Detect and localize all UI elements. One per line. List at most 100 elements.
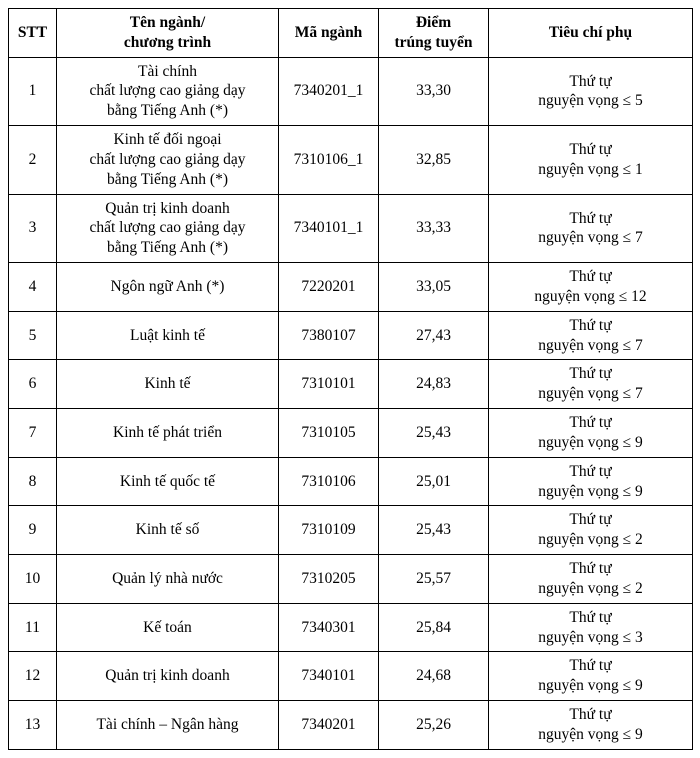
cell-stt: 9: [9, 506, 57, 555]
col-stt: STT: [9, 9, 57, 58]
cell-score: 33,33: [379, 194, 489, 262]
cell-stt: 4: [9, 263, 57, 312]
program-line: Quản trị kinh doanh: [105, 667, 229, 684]
criteria-line1: Thứ tự: [569, 511, 611, 528]
cell-score: 25,43: [379, 409, 489, 458]
cell-stt: 7: [9, 409, 57, 458]
cell-criteria: Thứ tựnguyện vọng ≤ 2: [489, 555, 693, 604]
criteria-line2: nguyện vọng ≤ 2: [538, 531, 643, 548]
cell-score: 27,43: [379, 311, 489, 360]
cell-score: 24,83: [379, 360, 489, 409]
criteria-line2: nguyện vọng ≤ 9: [538, 483, 643, 500]
criteria-line2: nguyện vọng ≤ 7: [538, 385, 643, 402]
program-line: Kinh tế đối ngoại: [113, 131, 221, 148]
criteria-line2: nguyện vọng ≤ 2: [538, 580, 643, 597]
cell-program: Quản trị kinh doanhchất lượng cao giảng …: [57, 194, 279, 262]
cell-criteria: Thứ tự nguyện vọng ≤ 12: [489, 263, 693, 312]
col-score-l1: Điểm: [416, 14, 451, 31]
criteria-line1: Thứ tự: [569, 706, 611, 723]
cell-score: 25,01: [379, 457, 489, 506]
cell-stt: 6: [9, 360, 57, 409]
cell-score: 25,57: [379, 555, 489, 604]
cell-program: Kinh tế số: [57, 506, 279, 555]
program-line: Luật kinh tế: [130, 327, 205, 344]
cell-code: 7310205: [279, 555, 379, 604]
program-line: Kinh tế số: [136, 521, 200, 538]
col-score: Điểm trúng tuyển: [379, 9, 489, 58]
cell-criteria: Thứ tự nguyện vọng ≤ 9: [489, 701, 693, 750]
cell-code: 7340201: [279, 701, 379, 750]
cell-stt: 8: [9, 457, 57, 506]
program-line: chất lượng cao giảng dạy: [89, 82, 245, 99]
col-program: Tên ngành/ chương trình: [57, 9, 279, 58]
criteria-line2: nguyện vọng ≤ 5: [538, 92, 643, 109]
table-row: 1Tài chínhchất lượng cao giảng dạybằng T…: [9, 57, 693, 125]
criteria-line2: nguyện vọng ≤ 9: [538, 726, 643, 743]
cell-stt: 10: [9, 555, 57, 604]
program-line: bằng Tiếng Anh (*): [107, 239, 228, 256]
program-line: Quản trị kinh doanh: [105, 200, 229, 217]
cell-program: Quản lý nhà nước: [57, 555, 279, 604]
cell-stt: 5: [9, 311, 57, 360]
cell-program: Luật kinh tế: [57, 311, 279, 360]
criteria-line1: Thứ tự: [569, 73, 611, 90]
program-line: Tài chính: [138, 63, 197, 80]
cell-criteria: Thứ tự nguyện vọng ≤ 9: [489, 652, 693, 701]
criteria-line2: nguyện vọng ≤ 7: [538, 229, 643, 246]
cell-score: 25,43: [379, 506, 489, 555]
cell-criteria: Thứ tự nguyện vọng ≤ 2: [489, 506, 693, 555]
cell-criteria: Thứ tự nguyện vọng ≤ 5: [489, 57, 693, 125]
criteria-line1: Thứ tự: [569, 657, 611, 674]
program-line: Kinh tế quốc tế: [120, 473, 215, 490]
table-row: 5 Luật kinh tế 738010727,43Thứ tựnguyện vọ…: [9, 311, 693, 360]
col-code: Mã ngành: [279, 9, 379, 58]
cell-code: 7310106_1: [279, 126, 379, 194]
table-row: 2 Kinh tế đối ngoại chất lượng cao giảng d…: [9, 126, 693, 194]
criteria-line1: Thứ tự: [569, 609, 611, 626]
criteria-line2: nguyện vọng ≤ 9: [538, 434, 643, 451]
cell-criteria: Thứ tự nguyện vọng ≤ 3: [489, 603, 693, 652]
cell-stt: 2: [9, 126, 57, 194]
cell-program: Tài chínhchất lượng cao giảng dạybằng Ti…: [57, 57, 279, 125]
program-line: Quản lý nhà nước: [112, 570, 223, 587]
cell-program: Kế toán: [57, 603, 279, 652]
cell-criteria: Thứ tựnguyện vọng ≤ 7: [489, 360, 693, 409]
criteria-line1: Thứ tự: [569, 317, 611, 334]
cell-program: Tài chính – Ngân hàng: [57, 701, 279, 750]
table-row: 11Kế toán734030125,84Thứ tựnguyện vọng ≤…: [9, 603, 693, 652]
criteria-line1: Thứ tự: [569, 268, 611, 285]
cell-stt: 11: [9, 603, 57, 652]
table-row: 3Quản trị kinh doanhchất lượng cao giảng…: [9, 194, 693, 262]
cell-stt: 1: [9, 57, 57, 125]
criteria-line1: Thứ tự: [569, 414, 611, 431]
cell-criteria: Thứ tựnguyện vọng ≤ 7: [489, 311, 693, 360]
cell-program: Ngôn ngữ Anh (*): [57, 263, 279, 312]
table-row: 10 Quản lý nhà nước 731020525,57Thứ tựnguy…: [9, 555, 693, 604]
cell-code: 7310106: [279, 457, 379, 506]
cell-criteria: Thứ tựnguyện vọng ≤ 1: [489, 126, 693, 194]
program-line: bằng Tiếng Anh (*): [107, 171, 228, 188]
admission-table: STT Tên ngành/ chương trình Mã ngành Điể…: [8, 8, 693, 750]
cell-code: 7310101: [279, 360, 379, 409]
table-row: 8Kinh tế quốc tế731010625,01Thứ tựnguyện…: [9, 457, 693, 506]
cell-stt: 12: [9, 652, 57, 701]
cell-stt: 13: [9, 701, 57, 750]
table-row: 9Kinh tế số731010925,43Thứ tựnguyện vọng…: [9, 506, 693, 555]
cell-stt: 3: [9, 194, 57, 262]
criteria-line2: nguyện vọng ≤ 3: [538, 629, 643, 646]
program-line: Kinh tế: [144, 375, 190, 392]
cell-program: Kinh tế đối ngoại chất lượng cao giảng dạ…: [57, 126, 279, 194]
cell-program: Kinh tế quốc tế: [57, 457, 279, 506]
program-line: Kinh tế phát triển: [113, 424, 222, 441]
table-row: 7Kinh tế phát triển731010525,43Thứ tựngu…: [9, 409, 693, 458]
criteria-line2: nguyện vọng ≤ 12: [534, 288, 646, 305]
cell-program: Kinh tế phát triển: [57, 409, 279, 458]
program-line: chất lượng cao giảng dạy: [89, 151, 245, 168]
cell-code: 7380107: [279, 311, 379, 360]
criteria-line2: nguyện vọng ≤ 9: [538, 677, 643, 694]
cell-score: 25,84: [379, 603, 489, 652]
cell-code: 7340101: [279, 652, 379, 701]
criteria-line2: nguyện vọng ≤ 1: [538, 161, 643, 178]
col-program-l1: Tên ngành/: [130, 14, 205, 31]
cell-criteria: Thứ tựnguyện vọng ≤ 7: [489, 194, 693, 262]
